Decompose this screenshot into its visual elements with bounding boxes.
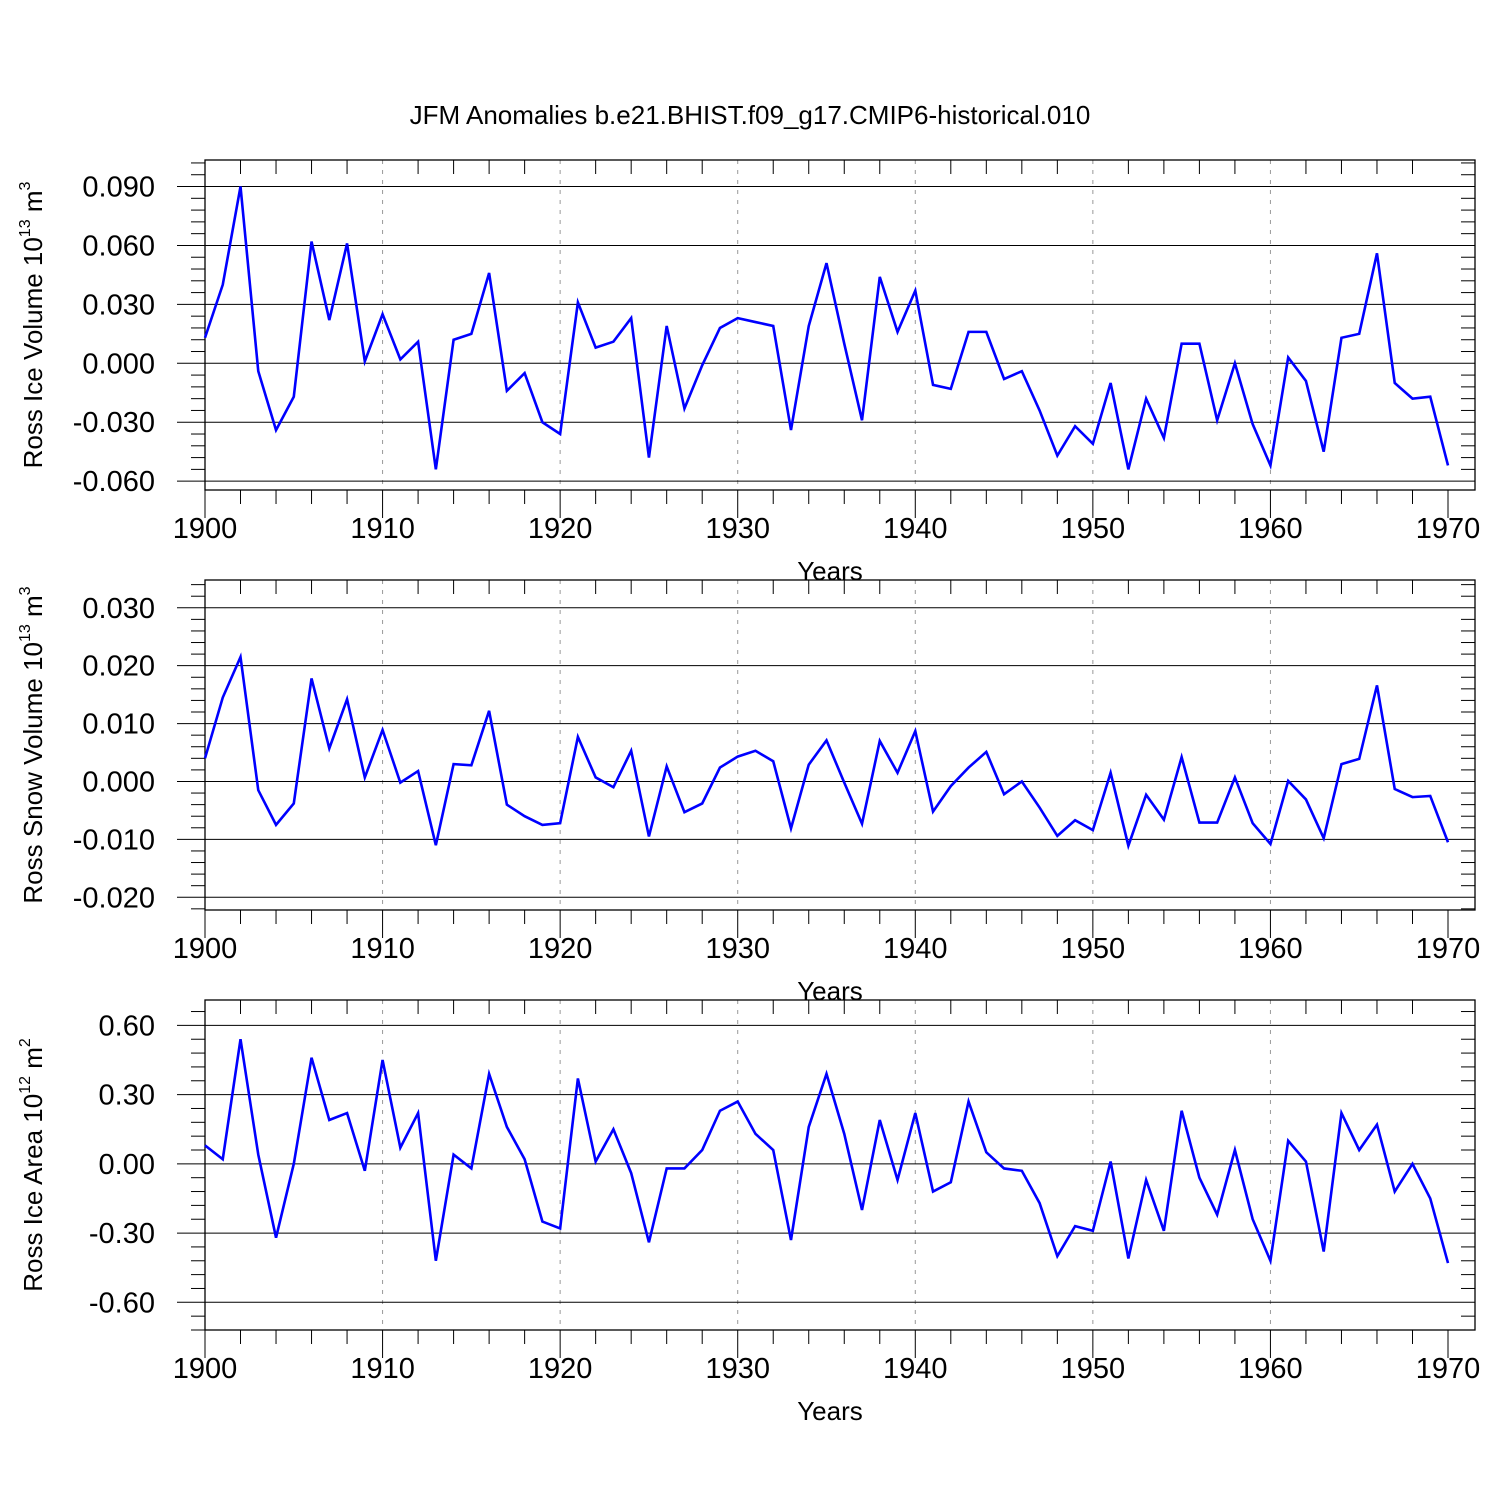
y-tick-label: -0.060: [73, 466, 155, 498]
y-axis-label-unit: m: [18, 190, 48, 219]
x-tick-label: 1930: [705, 933, 770, 965]
y-tick-label: -0.30: [89, 1218, 155, 1250]
y-axis-label: Ross Ice Area 1012 m2: [17, 1038, 48, 1292]
x-tick-label: 1920: [528, 513, 593, 545]
y-tick-label: 0.00: [99, 1149, 155, 1181]
x-axis-label: Years: [797, 556, 863, 586]
y-tick-label: 0.000: [82, 348, 155, 380]
plot-frame: [204, 159, 1476, 491]
y-tick-label: 0.030: [82, 289, 155, 321]
x-tick-label: 1900: [173, 1353, 238, 1385]
x-tick-label: 1940: [883, 1353, 948, 1385]
x-tick-label: 1940: [883, 513, 948, 545]
x-tick-label: 1960: [1238, 1353, 1303, 1385]
y-tick-label: -0.60: [89, 1287, 155, 1319]
y-axis-label-exponent: 13: [17, 219, 34, 237]
y-tick-label: 0.090: [82, 172, 155, 204]
series-line: [203, 652, 1450, 851]
y-axis-label-unit: m: [18, 1047, 48, 1076]
x-tick-label: 1950: [1061, 513, 1126, 545]
y-axis-label: Ross Snow Volume 1013 m3: [17, 586, 48, 903]
panel-2: -0.020 -0.010 0.000 0.010 0.020 0.030 1900 1910…: [17, 579, 1481, 1006]
x-tick-label: 1910: [350, 1353, 415, 1385]
y-axis-label-exponent: 13: [17, 624, 34, 642]
x-tick-label: 1920: [528, 1353, 593, 1385]
y-tick-label: 0.020: [82, 651, 155, 683]
y-tick-label: 0.060: [82, 230, 155, 262]
x-tick-label: 1910: [350, 513, 415, 545]
y-tick-label: 0.30: [99, 1080, 155, 1112]
panel-1: -0.060 -0.030 0.000 0.030 0.060 0.090 1900 1910…: [17, 159, 1481, 586]
y-tick-label: -0.010: [73, 824, 155, 856]
x-tick-label: 1900: [173, 933, 238, 965]
plot-frame: [204, 579, 1476, 911]
x-axis-label: Years: [797, 1396, 863, 1426]
y-axis-label-exponent: 12: [17, 1076, 34, 1094]
y-axis-label-unit-exponent: 3: [17, 181, 34, 190]
figure-title: JFM Anomalies b.e21.BHIST.f09_g17.CMIP6-…: [410, 100, 1091, 130]
x-tick-label: 1930: [705, 513, 770, 545]
series-line: [203, 186, 1450, 471]
y-axis-label-unit-exponent: 2: [17, 1038, 34, 1047]
x-tick-label: 1940: [883, 933, 948, 965]
x-tick-label: 1910: [350, 933, 415, 965]
x-tick-label: 1930: [705, 1353, 770, 1385]
x-tick-label: 1960: [1238, 933, 1303, 965]
x-tick-label: 1970: [1416, 1353, 1481, 1385]
y-tick-label: 0.010: [82, 709, 155, 741]
y-axis-label-unit: m: [18, 595, 48, 624]
x-tick-label: 1950: [1061, 933, 1126, 965]
y-tick-label: 0.60: [99, 1010, 155, 1042]
plot-frame: [204, 999, 1476, 1331]
x-tick-label: 1950: [1061, 1353, 1126, 1385]
y-tick-label: 0.000: [82, 766, 155, 798]
x-tick-label: 1920: [528, 933, 593, 965]
y-axis-label: Ross Ice Volume 1013 m3: [17, 181, 48, 468]
y-tick-label: -0.020: [73, 882, 155, 914]
x-tick-label: 1970: [1416, 513, 1481, 545]
y-axis-label-text: Ross Ice Area 10: [18, 1094, 48, 1292]
series-line: [204, 1039, 1450, 1266]
y-tick-label: -0.030: [73, 407, 155, 439]
y-axis-label-text: Ross Ice Volume 10: [18, 237, 48, 468]
y-axis-label-text: Ross Snow Volume 10: [18, 642, 48, 904]
y-tick-label: 0.030: [82, 593, 155, 625]
panel-3: -0.60 -0.30 0.00 0.30 0.60 1900 1910 1920 1930 19…: [17, 999, 1481, 1426]
x-tick-label: 1960: [1238, 513, 1303, 545]
x-axis-label: Years: [797, 976, 863, 1006]
panels: -0.060 -0.030 0.000 0.030 0.060 0.090 1900 1910…: [17, 159, 1481, 1426]
y-axis-label-unit-exponent: 3: [17, 586, 34, 595]
x-tick-label: 1970: [1416, 933, 1481, 965]
x-tick-label: 1900: [173, 513, 238, 545]
